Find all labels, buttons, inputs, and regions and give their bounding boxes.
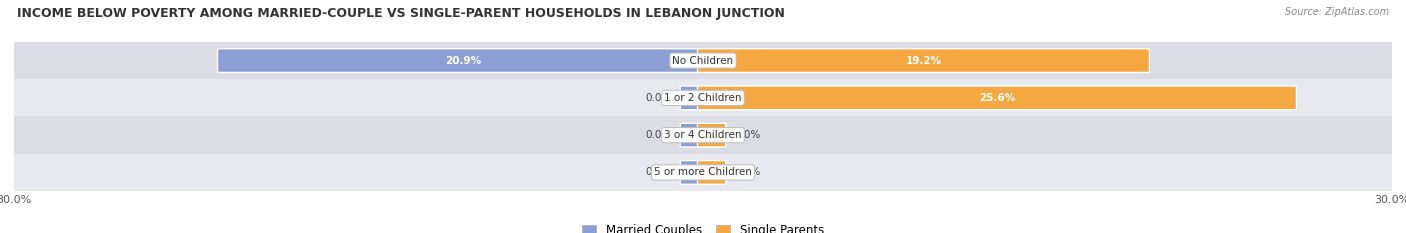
- Text: 20.9%: 20.9%: [444, 56, 481, 65]
- FancyBboxPatch shape: [681, 161, 709, 184]
- Text: 0.0%: 0.0%: [645, 130, 672, 140]
- Text: 1 or 2 Children: 1 or 2 Children: [664, 93, 742, 103]
- Bar: [14, 42, 1392, 79]
- FancyBboxPatch shape: [697, 86, 1296, 110]
- Bar: [14, 79, 1392, 116]
- FancyBboxPatch shape: [218, 49, 709, 72]
- Text: INCOME BELOW POVERTY AMONG MARRIED-COUPLE VS SINGLE-PARENT HOUSEHOLDS IN LEBANON: INCOME BELOW POVERTY AMONG MARRIED-COUPL…: [17, 7, 785, 20]
- Bar: [14, 154, 1392, 191]
- FancyBboxPatch shape: [681, 123, 709, 147]
- Bar: [14, 116, 1392, 154]
- Text: 19.2%: 19.2%: [905, 56, 942, 65]
- FancyBboxPatch shape: [697, 161, 725, 184]
- Text: 5 or more Children: 5 or more Children: [654, 168, 752, 177]
- FancyBboxPatch shape: [697, 123, 725, 147]
- Text: 0.0%: 0.0%: [645, 93, 672, 103]
- Text: 0.0%: 0.0%: [734, 130, 761, 140]
- Text: 0.0%: 0.0%: [734, 168, 761, 177]
- FancyBboxPatch shape: [681, 86, 709, 110]
- Text: 25.6%: 25.6%: [979, 93, 1015, 103]
- Text: 0.0%: 0.0%: [645, 168, 672, 177]
- Text: No Children: No Children: [672, 56, 734, 65]
- Text: Source: ZipAtlas.com: Source: ZipAtlas.com: [1285, 7, 1389, 17]
- Legend: Married Couples, Single Parents: Married Couples, Single Parents: [578, 219, 828, 233]
- Text: 3 or 4 Children: 3 or 4 Children: [664, 130, 742, 140]
- FancyBboxPatch shape: [697, 49, 1150, 72]
